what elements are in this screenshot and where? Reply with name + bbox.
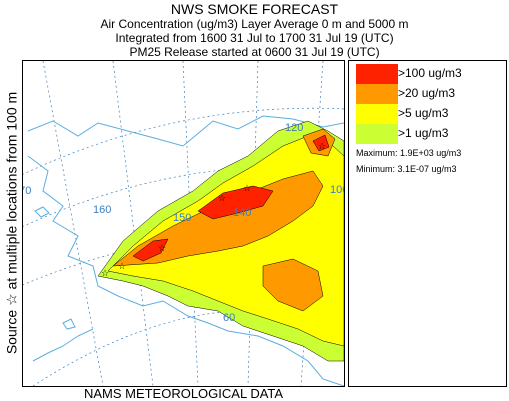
source-location-text: Source ☆ at multiple locations from 100 …	[3, 91, 20, 355]
legend-swatch	[356, 64, 398, 84]
legend-item: >20 ug/m3	[356, 84, 501, 104]
meridian-line	[247, 61, 259, 386]
grid-labels: 170 160 150 140 120 100 60	[23, 122, 344, 324]
island	[62, 318, 76, 330]
legend-swatch	[356, 104, 398, 124]
legend-label: >1 ug/m3	[398, 126, 449, 140]
integration-period-line: Integrated from 1600 31 Jul to 1700 31 J…	[115, 31, 394, 45]
island	[34, 206, 50, 218]
legend-item: >5 ug/m3	[356, 104, 501, 124]
concentration-band-100	[197, 185, 274, 220]
longitude-label: 140	[233, 207, 251, 219]
source-side-label: Source ☆ at multiple locations from 100 …	[2, 60, 22, 386]
parallel-line	[32, 310, 344, 386]
concentration-legend: >100 ug/m3 >20 ug/m3 >5 ug/m3 >1 ug/m3 M…	[348, 60, 507, 387]
longitude-label: 100	[330, 184, 344, 196]
source-markers: ☆ ☆ ☆ ☆ ☆ ☆	[101, 142, 326, 279]
concentration-band-100	[312, 134, 330, 152]
source-star-icon: ☆	[118, 262, 126, 272]
legend-label: >20 ug/m3	[398, 86, 456, 100]
source-star-icon: ☆	[158, 244, 166, 254]
longitude-label: 160	[93, 204, 111, 216]
alaska-coast	[27, 155, 344, 386]
forecast-title: NWS SMOKE FORECAST	[170, 1, 339, 17]
latitude-label: 60	[223, 312, 235, 324]
source-star-icon: ☆	[218, 194, 226, 204]
legend-maximum: Maximum: 1.9E+03 ug/m3	[356, 148, 462, 158]
legend-swatch	[356, 124, 398, 144]
source-star-icon: ☆	[101, 269, 109, 279]
source-star-icon: ☆	[243, 184, 251, 194]
parallel-line	[23, 107, 344, 175]
map-panel: ☆ ☆ ☆ ☆ ☆ ☆ 170 160 150 140 120 100 60	[22, 60, 345, 387]
smoke-map: ☆ ☆ ☆ ☆ ☆ ☆ 170 160 150 140 120 100 60	[23, 61, 344, 386]
legend-item: >100 ug/m3	[356, 64, 501, 84]
concentration-band-100	[132, 238, 169, 262]
smoke-plume	[97, 120, 344, 362]
coastline	[27, 115, 344, 386]
legend-swatch	[356, 84, 398, 104]
legend-label: >100 ug/m3	[398, 66, 462, 80]
concentration-layer-line: Air Concentration (ug/m3) Layer Average …	[100, 17, 409, 31]
source-star-icon: ☆	[318, 142, 326, 152]
legend-label: >5 ug/m3	[398, 106, 449, 120]
parallel-line	[23, 166, 344, 227]
legend-minimum: Minimum: 3.1E-07 ug/m3	[356, 164, 457, 174]
longitude-label: 120	[285, 122, 303, 134]
meridian-line	[182, 61, 199, 386]
island-chain	[32, 328, 94, 362]
meridian-line	[42, 61, 104, 386]
release-start-line: PM25 Release started at 0600 31 Jul 19 (…	[129, 45, 380, 59]
longitude-label: 170	[23, 185, 31, 197]
data-source-footer: NAMS METEOROLOGICAL DATA	[83, 386, 284, 401]
concentration-band-20	[262, 258, 324, 312]
longitude-label: 150	[173, 212, 191, 224]
legend-item: >1 ug/m3	[356, 124, 501, 144]
alaska-coast	[27, 115, 344, 147]
